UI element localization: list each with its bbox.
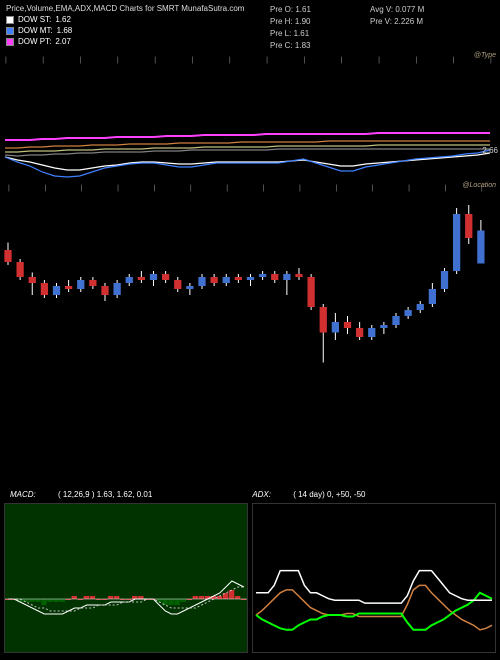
macd-title: MACD: xyxy=(10,490,36,499)
ema-panel: @Type |||||||||||||| 2.66 xyxy=(0,50,500,180)
svg-text:|: | xyxy=(415,57,417,64)
ema-panel-label: @Type xyxy=(474,52,496,59)
svg-text:|: | xyxy=(378,57,380,64)
ohlc-h: 1.90 xyxy=(295,17,311,26)
ohlc-l: 1.61 xyxy=(294,29,310,38)
svg-text:|: | xyxy=(445,185,447,192)
svg-text:|: | xyxy=(80,57,82,64)
swatch-mt xyxy=(6,27,14,35)
legend-st-value: 1.62 xyxy=(55,15,71,24)
swatch-pt xyxy=(6,38,14,46)
svg-text:|: | xyxy=(117,185,119,192)
svg-text:|: | xyxy=(154,185,156,192)
svg-text:|: | xyxy=(266,57,268,64)
svg-text:|: | xyxy=(372,185,374,192)
indicator-row xyxy=(0,503,500,653)
svg-text:|: | xyxy=(81,185,83,192)
macd-box xyxy=(4,503,248,653)
ohlc-block: Pre O: 1.61 Pre H: 1.90 Pre L: 1.61 Pre … xyxy=(270,4,311,52)
svg-text:|: | xyxy=(303,57,305,64)
adx-params: ( 14 day) 0, +50, -50 xyxy=(293,490,365,499)
ohlc-c-label: Pre C: xyxy=(270,41,293,50)
adx-title: ADX: xyxy=(252,490,271,499)
svg-text:|: | xyxy=(226,185,228,192)
blank-space xyxy=(0,380,500,490)
swatch-st xyxy=(6,16,14,24)
legend-mt-value: 1.68 xyxy=(57,26,73,35)
adx-chart xyxy=(253,504,495,652)
ohlc-l-label: Pre L: xyxy=(270,29,291,38)
svg-text:|: | xyxy=(341,57,343,64)
svg-text:|: | xyxy=(42,57,44,64)
vol-pre: 2.226 M xyxy=(394,17,423,26)
svg-text:|: | xyxy=(229,57,231,64)
legend-mt-label: DOW MT: xyxy=(18,26,53,35)
svg-text:|: | xyxy=(117,57,119,64)
svg-text:|: | xyxy=(408,185,410,192)
svg-text:|: | xyxy=(154,57,156,64)
macd-chart xyxy=(5,504,247,652)
legend-pt-label: DOW PT: xyxy=(18,37,51,46)
ohlc-h-label: Pre H: xyxy=(270,17,293,26)
macd-params: ( 12,26,9 ) 1.63, 1.62, 0.01 xyxy=(58,490,152,499)
chart-header: Price,Volume,EMA,ADX,MACD Charts for SMR… xyxy=(0,0,500,50)
ohlc-c: 1.83 xyxy=(295,41,311,50)
vol-avg: 0.077 M xyxy=(395,5,424,14)
svg-text:|: | xyxy=(299,185,301,192)
price-mark-label: 2.66 xyxy=(482,146,498,155)
svg-text:|: | xyxy=(263,185,265,192)
legend-pt-value: 2.07 xyxy=(55,37,71,46)
svg-text:|: | xyxy=(8,185,10,192)
svg-text:|: | xyxy=(5,57,7,64)
ema-chart: |||||||||||||| xyxy=(0,50,495,180)
adx-box xyxy=(252,503,496,653)
legend-st-label: DOW ST: xyxy=(18,15,51,24)
candle-panel-label: @Location xyxy=(462,182,496,189)
candle-chart: |||||||||||||| xyxy=(0,180,495,380)
svg-text:|: | xyxy=(192,57,194,64)
svg-text:|: | xyxy=(190,185,192,192)
ohlc-o-label: Pre O: xyxy=(270,5,293,14)
volume-block: Avg V: 0.077 M Pre V: 2.226 M xyxy=(370,4,424,28)
svg-text:|: | xyxy=(44,185,46,192)
svg-text:|: | xyxy=(335,185,337,192)
ohlc-o: 1.61 xyxy=(295,5,311,14)
legend-pt: DOW PT: 2.07 xyxy=(6,37,494,46)
vol-pre-label: Pre V: xyxy=(370,17,392,26)
svg-text:|: | xyxy=(453,57,455,64)
candle-panel: @Location |||||||||||||| xyxy=(0,180,500,380)
vol-avg-label: Avg V: xyxy=(370,5,393,14)
